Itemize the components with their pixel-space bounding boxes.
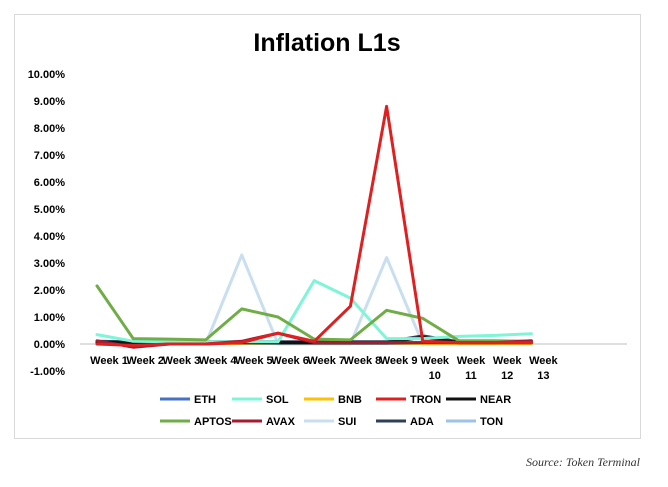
x-tick-label: Week 13: [529, 355, 558, 382]
chart-axes: -1.00% 0.00% 1.00% 2.00% 3.00% 4.00% 5.00% 6.00…: [28, 69, 627, 382]
x-tick-label-line: Week: [421, 355, 450, 367]
series-line-tron: [95, 104, 533, 347]
series-line-aptos: [95, 284, 533, 343]
y-tick-label: 10.00%: [28, 69, 66, 81]
y-tick-label: -1.00%: [30, 366, 65, 378]
y-tick-label: 5.00%: [34, 204, 65, 216]
legend-item-near: NEAR: [446, 394, 511, 406]
x-tick-label: Week 8: [344, 355, 382, 367]
legend-item-tron: TRON: [376, 394, 441, 406]
x-tick-label: Week 3: [163, 355, 201, 367]
x-tick-label-line: 12: [501, 370, 513, 382]
y-tick-label: 6.00%: [34, 177, 65, 189]
y-tick-label: 4.00%: [34, 231, 65, 243]
x-tick-label: Week 6: [271, 355, 309, 367]
x-tick-label: Week 9: [380, 355, 418, 367]
x-tick-label-line: 13: [537, 370, 549, 382]
series-line-sol: [95, 279, 533, 344]
legend-label: BNB: [338, 394, 362, 406]
x-tick-label: Week 2: [126, 355, 164, 367]
y-tick-label: 2.00%: [34, 285, 65, 297]
y-tick-label: 8.00%: [34, 123, 65, 135]
x-tick-label: Week 7: [307, 355, 345, 367]
x-tick-label: Week 1: [90, 355, 128, 367]
source-note: Source: Token Terminal: [526, 455, 640, 469]
legend-label: SUI: [338, 416, 356, 428]
legend-label: TON: [480, 416, 503, 428]
legend-label: SOL: [266, 394, 289, 406]
chart-series-lines: [95, 104, 533, 349]
legend-item-bnb: BNB: [304, 394, 362, 406]
legend-item-aptos: APTOS: [160, 416, 232, 428]
legend-label: ETH: [194, 394, 216, 406]
legend-label: TRON: [410, 394, 441, 406]
y-tick-label: 9.00%: [34, 96, 65, 108]
y-tick-label: 3.00%: [34, 258, 65, 270]
legend-label: AVAX: [266, 416, 296, 428]
series-line-sui: [95, 253, 533, 346]
x-tick-label-line: Week: [493, 355, 522, 367]
chart-title: Inflation L1s: [253, 29, 400, 57]
x-tick-label: Week 10: [421, 355, 450, 382]
legend-item-eth: ETH: [160, 394, 216, 406]
x-tick-label: Week 4: [199, 355, 238, 367]
legend-item-sui: SUI: [304, 416, 356, 428]
legend-item-avax: AVAX: [232, 416, 296, 428]
x-tick-label-line: Week: [529, 355, 558, 367]
legend-label: NEAR: [480, 394, 511, 406]
chart-frame: [14, 14, 641, 439]
y-tick-label: 0.00%: [34, 339, 65, 351]
x-tick-label: Week 5: [235, 355, 273, 367]
legend-item-sol: SOL: [232, 394, 289, 406]
x-tick-label-line: Week: [457, 355, 486, 367]
y-tick-label: 1.00%: [34, 312, 65, 324]
x-tick-label: Week 12: [493, 355, 522, 382]
legend-item-ada: ADA: [376, 416, 434, 428]
x-tick-label-line: 10: [429, 370, 441, 382]
legend-label: ADA: [410, 416, 434, 428]
legend-item-ton: TON: [446, 416, 503, 428]
legend-label: APTOS: [194, 416, 232, 428]
x-tick-label: Week 11: [457, 355, 486, 382]
chart-legend: ETH SOL BNB TRON NEAR APTOS AVAX SUI ADA TON: [160, 394, 511, 428]
y-tick-label: 7.00%: [34, 150, 65, 162]
x-tick-label-line: 11: [465, 370, 477, 382]
